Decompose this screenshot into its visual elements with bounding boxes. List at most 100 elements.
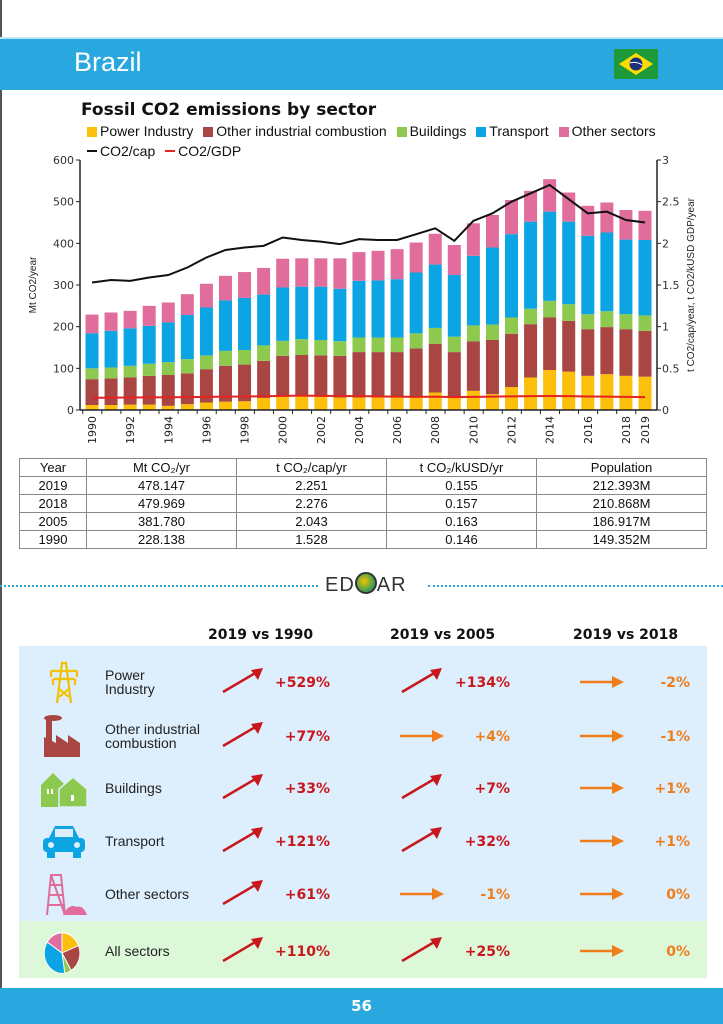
- cell: 186.917M: [536, 512, 707, 531]
- x-tick-label: 1990: [86, 416, 99, 444]
- bar-transport-2006: [390, 279, 404, 338]
- bar-power-industry-2006: [390, 397, 404, 410]
- bar-power-industry-2014: [543, 370, 557, 410]
- change-value: +1%: [654, 834, 691, 850]
- bar-buildings-1991: [104, 367, 118, 379]
- bar-other-industrial-combustion-2017: [600, 327, 614, 375]
- sector-row-other-sectors: Other sectors +61% -1% 0%: [19, 868, 707, 918]
- arrow-up-right-icon: [221, 722, 265, 748]
- arrow-up-right-icon: [400, 774, 444, 800]
- emissions-chart: 0 100 200 300 400 500 600 0 0.5 1 1.5 2 2.5 3 1990 1992…: [28, 154, 697, 444]
- bar-other-industrial-combustion-1990: [85, 379, 99, 405]
- x-tick-label: 2018: [620, 416, 633, 444]
- arrow-up-right-icon: [400, 827, 444, 853]
- bar-other-industrial-combustion-1999: [257, 360, 271, 398]
- cell: 0.146: [386, 530, 537, 549]
- arrow-up-right-icon: [221, 880, 265, 906]
- y2-tick-label: 1: [662, 321, 669, 334]
- divider-right: [428, 585, 723, 587]
- col-gdp: t CO₂/kUSD/yr: [386, 458, 537, 477]
- bar-buildings-2010: [466, 325, 480, 342]
- bar-other-sectors-2012: [505, 200, 519, 235]
- chart-title: Fossil CO2 emissions by sector: [81, 100, 377, 120]
- bar-buildings-2019: [638, 315, 652, 331]
- bar-other-sectors-1997: [218, 275, 232, 301]
- bar-transport-2003: [333, 288, 347, 342]
- bar-other-industrial-combustion-2002: [314, 355, 328, 397]
- bar-buildings-2016: [581, 314, 595, 330]
- bar-power-industry-1992: [123, 404, 137, 410]
- change-value: -1%: [660, 729, 690, 745]
- cell: 2019: [19, 476, 87, 495]
- x-tick-label: 2002: [315, 416, 328, 444]
- bar-other-industrial-combustion-1993: [142, 375, 156, 405]
- bar-buildings-1999: [257, 345, 271, 361]
- arrow-up-right-icon: [221, 827, 265, 853]
- bar-power-industry-1997: [218, 401, 232, 410]
- bar-power-industry-2007: [409, 397, 423, 410]
- y2-tick-label: 0: [662, 404, 669, 417]
- change-value: +25%: [464, 944, 510, 960]
- bar-power-industry-2001: [295, 395, 309, 410]
- bar-transport-2011: [485, 247, 499, 325]
- bar-transport-2017: [600, 232, 614, 312]
- all-sectors-panel: [19, 921, 707, 978]
- bar-other-industrial-combustion-2012: [505, 333, 519, 388]
- bar-transport-1990: [85, 333, 99, 369]
- pie-chart-icon: [39, 928, 89, 974]
- page-edge: [0, 0, 2, 1024]
- bar-other-sectors-2017: [600, 202, 614, 233]
- arrow-right-icon: [580, 880, 624, 906]
- bar-transport-2005: [371, 280, 385, 338]
- bar-other-industrial-combustion-2004: [352, 352, 366, 398]
- arrow-up-right-icon: [400, 937, 444, 963]
- logo-text-left: ED: [325, 574, 355, 596]
- bar-other-industrial-combustion-1996: [199, 369, 213, 403]
- y-tick-label: 100: [53, 362, 74, 375]
- bar-other-sectors-2005: [371, 250, 385, 281]
- bar-power-industry-1991: [104, 405, 118, 410]
- x-tick-label: 2012: [506, 416, 519, 444]
- arrow-right-icon: [580, 722, 624, 748]
- bar-other-sectors-1995: [180, 294, 194, 315]
- bar-buildings-2006: [390, 337, 404, 353]
- column-head-2018: 2019 vs 2018: [573, 627, 679, 643]
- bar-other-industrial-combustion-2009: [447, 352, 461, 398]
- bar-power-industry-2015: [562, 371, 576, 410]
- table-row: 1990 228.138 1.528 0.146 149.352M: [19, 530, 707, 549]
- bar-buildings-2014: [543, 300, 557, 318]
- bar-transport-1995: [180, 315, 194, 360]
- bar-other-sectors-2009: [447, 245, 461, 275]
- bar-power-industry-2017: [600, 374, 614, 410]
- bar-power-industry-2005: [371, 397, 385, 410]
- bar-other-industrial-combustion-1995: [180, 373, 194, 405]
- change-value: +61%: [284, 887, 330, 903]
- bar-other-sectors-1992: [123, 310, 137, 329]
- bar-transport-2018: [619, 239, 633, 315]
- cell: 210.868M: [536, 494, 707, 513]
- page-footer: 56: [0, 988, 723, 1024]
- bar-other-sectors-2008: [428, 233, 442, 265]
- cell: 1990: [19, 530, 87, 549]
- col-year: Year: [19, 458, 87, 477]
- sector-label: All sectors: [105, 943, 170, 959]
- bar-transport-1993: [142, 325, 156, 364]
- x-tick-label: 1998: [239, 416, 252, 444]
- bar-buildings-1994: [161, 362, 175, 375]
- bar-transport-2012: [505, 234, 519, 318]
- bar-other-industrial-combustion-2011: [485, 340, 499, 395]
- cell: 2.043: [236, 512, 387, 531]
- arrow-right-icon: [400, 880, 444, 906]
- bar-other-sectors-1993: [142, 305, 156, 326]
- x-tick-label: 2000: [277, 416, 290, 444]
- arrow-right-icon: [580, 774, 624, 800]
- bar-transport-1997: [218, 300, 232, 351]
- bar-buildings-2003: [333, 341, 347, 356]
- bar-power-industry-1990: [85, 405, 99, 410]
- bar-buildings-1993: [142, 363, 156, 376]
- bar-other-industrial-combustion-2001: [295, 355, 309, 395]
- bar-other-sectors-1991: [104, 312, 118, 331]
- bar-power-industry-1996: [199, 402, 213, 410]
- cell: 2018: [19, 494, 87, 513]
- column-head-2005: 2019 vs 2005: [390, 627, 496, 643]
